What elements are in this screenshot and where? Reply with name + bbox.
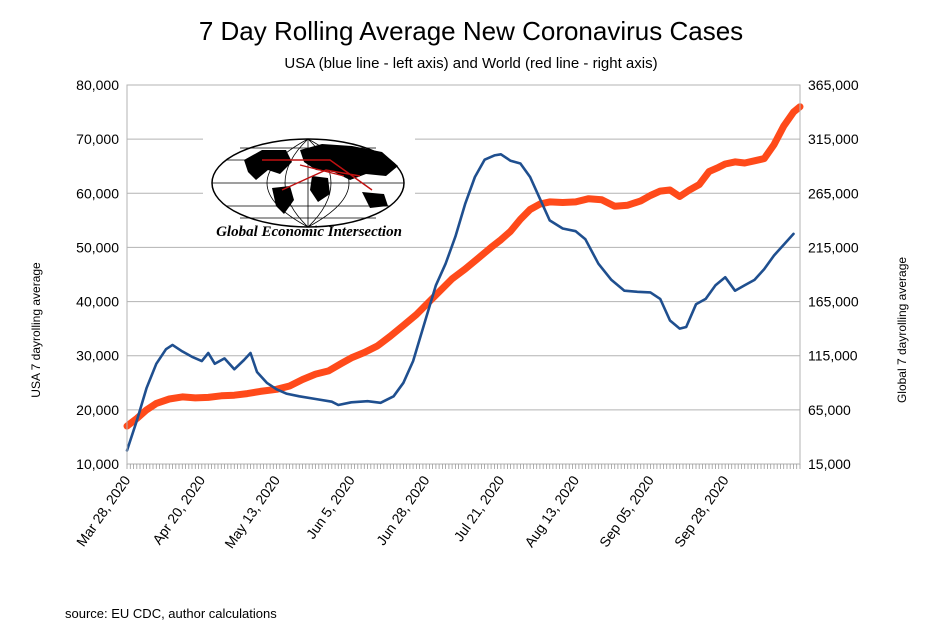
chart-subtitle: USA (blue line - left axis) and World (r… [284, 55, 657, 72]
day-tick-marks [126, 464, 801, 469]
left-tick-label: 30,000 [76, 348, 119, 364]
globe-longitudes [266, 138, 350, 228]
series-layer [123, 103, 804, 452]
left-axis-tick-labels: 10,000 20,000 30,000 40,000 50,000 60,000 70,0… [76, 77, 119, 472]
left-axis-label: USA 7 dayrolling average [29, 262, 43, 398]
continents-icon [244, 144, 398, 214]
source-note: source: EU CDC, author calculations [65, 606, 277, 621]
right-tick-label: 165,000 [808, 294, 859, 310]
right-tick-label: 65,000 [808, 402, 851, 418]
left-tick-label: 10,000 [76, 456, 119, 472]
right-tick-label: 115,000 [808, 348, 858, 364]
x-axis-day-ticks [126, 464, 801, 469]
logo-text: Global Economic Intersection [216, 224, 402, 240]
right-tick-label: 215,000 [808, 239, 859, 255]
left-tick-label: 80,000 [76, 77, 119, 93]
left-tick-label: 20,000 [76, 402, 119, 418]
right-axis-tick-labels: 15,000 65,000 115,000 165,000 215,000 265,000… [808, 77, 859, 472]
trade-routes-icon [262, 159, 373, 191]
right-tick-label: 265,000 [808, 185, 859, 201]
left-tick-label: 70,000 [76, 131, 119, 147]
plot-frame [126, 84, 801, 465]
left-tick-label: 40,000 [76, 294, 119, 310]
right-axis-label: Global 7 dayrolling average [895, 257, 909, 403]
global-economic-intersection-logo: Global Economic Intersection [203, 137, 415, 243]
series-line-world [123, 103, 804, 430]
chart-title: 7 Day Rolling Average New Coronavirus Ca… [199, 16, 743, 46]
right-tick-label: 365,000 [808, 77, 859, 93]
right-tick-label: 315,000 [808, 131, 859, 147]
right-tick-label: 15,000 [808, 456, 851, 472]
series-line-usa [125, 153, 795, 452]
left-tick-label: 60,000 [76, 185, 119, 201]
left-tick-label: 50,000 [76, 239, 119, 255]
